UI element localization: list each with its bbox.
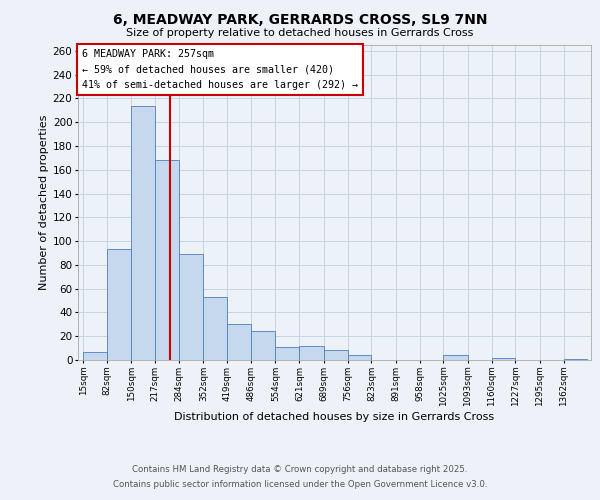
Bar [347, 355, 371, 360]
Bar [227, 324, 251, 360]
Text: Contains HM Land Registry data © Crown copyright and database right 2025.: Contains HM Land Registry data © Crown c… [132, 465, 468, 474]
Text: 6, MEADWAY PARK, GERRARDS CROSS, SL9 7NN: 6, MEADWAY PARK, GERRARDS CROSS, SL9 7NN [113, 12, 487, 26]
Bar [563, 359, 587, 360]
Bar [299, 346, 323, 360]
Bar [131, 106, 155, 360]
Bar [275, 347, 299, 360]
Bar [83, 352, 107, 360]
Bar [443, 355, 467, 360]
Bar [323, 350, 347, 360]
Bar [251, 332, 275, 360]
Bar [155, 160, 179, 360]
Y-axis label: Number of detached properties: Number of detached properties [38, 115, 49, 290]
Text: Size of property relative to detached houses in Gerrards Cross: Size of property relative to detached ho… [127, 28, 473, 38]
Bar [179, 254, 203, 360]
Bar [491, 358, 515, 360]
X-axis label: Distribution of detached houses by size in Gerrards Cross: Distribution of detached houses by size … [175, 412, 494, 422]
Text: 6 MEADWAY PARK: 257sqm
← 59% of detached houses are smaller (420)
41% of semi-de: 6 MEADWAY PARK: 257sqm ← 59% of detached… [82, 48, 358, 90]
Bar [203, 297, 227, 360]
Text: Contains public sector information licensed under the Open Government Licence v3: Contains public sector information licen… [113, 480, 487, 489]
Bar [107, 250, 131, 360]
